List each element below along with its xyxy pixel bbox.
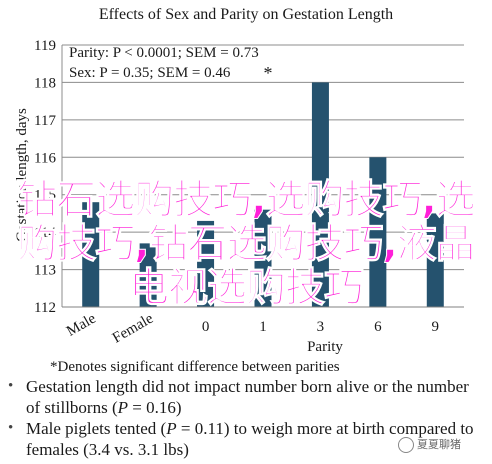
y-tick-labels: 112 113 114 115 116 117 118 119 — [34, 38, 56, 316]
watermark: 夏夏聊猪 — [398, 436, 461, 453]
bullet-glyph: • — [8, 420, 14, 436]
y-tick-label: 118 — [34, 75, 56, 91]
y-tick-label: 117 — [34, 113, 56, 129]
y-axis-label: Gestation length, days — [14, 108, 30, 242]
x-tick-label: Male — [64, 310, 99, 339]
bar-3 — [311, 82, 329, 307]
notes-list: • Gestation length did not impact number … — [6, 376, 486, 460]
x-tick-label: Female — [110, 310, 157, 346]
wechat-icon — [398, 437, 414, 453]
x-axis-label: Parity — [307, 339, 343, 355]
overlay-text: 钻石选购技巧,选购技巧,选 购技巧,钻石选购技巧,液晶 电视选购技巧 — [0, 177, 492, 311]
y-tick-label: 115 — [34, 188, 56, 204]
list-item: • Male piglets tented (P = 0.11) to weigh… — [8, 419, 474, 459]
bar-male — [82, 202, 100, 307]
y-tick-label: 113 — [34, 263, 56, 279]
x-tick-label: 0 — [202, 319, 210, 335]
significance-asterisk: * — [264, 63, 273, 83]
overlay-line: 电视选购技巧 — [129, 265, 365, 311]
bullet-glyph: • — [8, 378, 14, 394]
y-tick-label: 119 — [34, 38, 56, 54]
bar-1 — [254, 209, 272, 307]
y-tick-label: 114 — [34, 225, 56, 241]
list-item: • Gestation length did not impact number … — [8, 377, 469, 417]
overlay-line: 钻石选购技巧,选购技巧,选 — [17, 177, 476, 223]
x-tick-labels: Male Female 0 1 3 6 9 — [64, 310, 439, 346]
x-tick-label: 9 — [432, 319, 440, 335]
chart-title: Effects of Sex and Parity on Gestation L… — [99, 6, 393, 23]
overlay-line: 购技巧,钻石选购技巧,液晶 — [17, 221, 476, 267]
bar-0 — [197, 220, 215, 307]
bars — [82, 82, 444, 307]
bar-9 — [426, 213, 444, 307]
stats-annotation-sex: Sex: P = 0.35; SEM = 0.46 — [69, 65, 231, 81]
x-tick-label: 1 — [259, 319, 267, 335]
x-tick-label: 6 — [374, 319, 382, 335]
x-tick-label: 3 — [317, 319, 325, 335]
bar-6 — [369, 157, 387, 307]
bar-female — [139, 243, 157, 307]
y-tick-label: 112 — [34, 300, 56, 316]
stats-annotation-parity: Parity: P < 0.0001; SEM = 0.73 — [69, 45, 259, 61]
y-tick-label: 116 — [34, 150, 56, 166]
footnote: *Denotes significant difference between … — [50, 359, 340, 375]
